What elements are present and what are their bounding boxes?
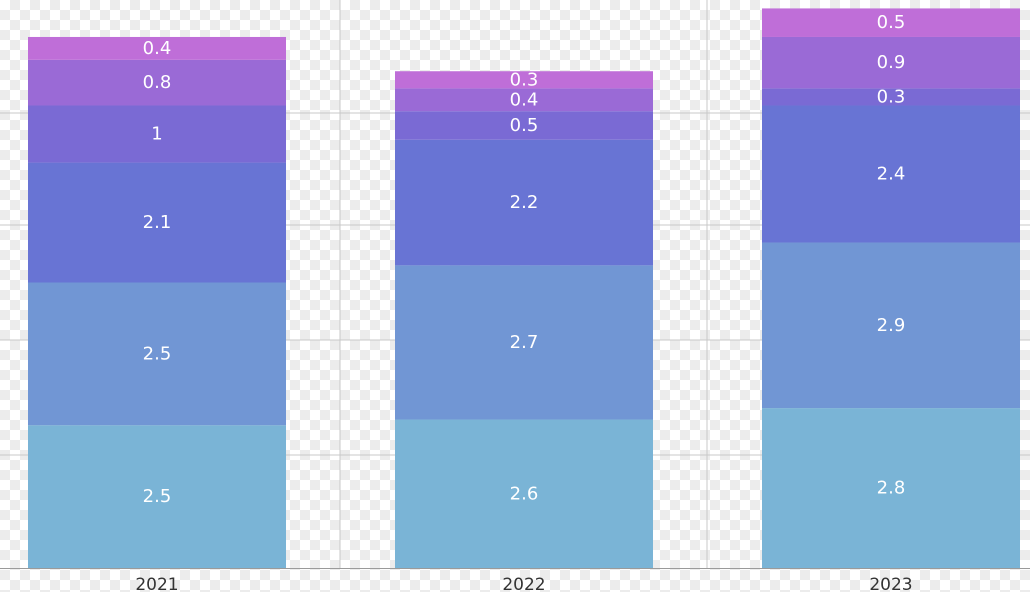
data-label: 0.5 [877, 12, 906, 33]
data-label: 1 [151, 124, 162, 145]
bar-segment [28, 105, 286, 163]
bar-segment [762, 8, 1020, 37]
bar-segment [395, 111, 653, 140]
data-label: 0.5 [510, 115, 539, 136]
data-label: 2.9 [877, 315, 906, 336]
bar-segment [762, 36, 1020, 89]
data-label: 0.8 [143, 72, 172, 93]
bar-segment [28, 36, 286, 60]
x-tick-label: 2022 [502, 575, 545, 592]
bar-segment [28, 425, 286, 568]
data-label: 2.4 [877, 164, 906, 185]
data-label: 0.3 [877, 86, 906, 107]
x-tick-label: 2023 [869, 575, 912, 592]
bar-segment [762, 88, 1020, 106]
data-label: 2.2 [510, 192, 539, 213]
bar-segments [28, 8, 1020, 568]
bar-segment [395, 419, 653, 568]
data-label: 2.8 [877, 478, 906, 499]
bar-segment [395, 265, 653, 420]
x-tick-label: 2021 [135, 575, 178, 592]
data-label: 0.3 [510, 69, 539, 90]
bar-segment [28, 59, 286, 106]
bar-segment [762, 408, 1020, 568]
data-label: 2.7 [510, 332, 539, 353]
bar-segment [762, 105, 1020, 243]
data-label: 0.9 [877, 52, 906, 73]
data-label: 2.6 [510, 483, 539, 504]
bar-segment [762, 242, 1020, 409]
bar-segment [395, 88, 653, 112]
bar-segment [395, 139, 653, 266]
segment-labels: 2.52.52.110.80.42.62.72.20.50.40.32.82.9… [143, 12, 906, 507]
data-label: 2.1 [143, 212, 172, 233]
data-label: 0.4 [143, 38, 172, 59]
x-axis: 2021 2022 2023 [0, 568, 1030, 592]
data-label: 0.4 [510, 89, 539, 110]
bar-segment [395, 71, 653, 89]
data-label: 2.5 [143, 486, 172, 507]
bar-segment [28, 162, 286, 283]
data-label: 2.5 [143, 343, 172, 364]
bar-segment [28, 282, 286, 426]
